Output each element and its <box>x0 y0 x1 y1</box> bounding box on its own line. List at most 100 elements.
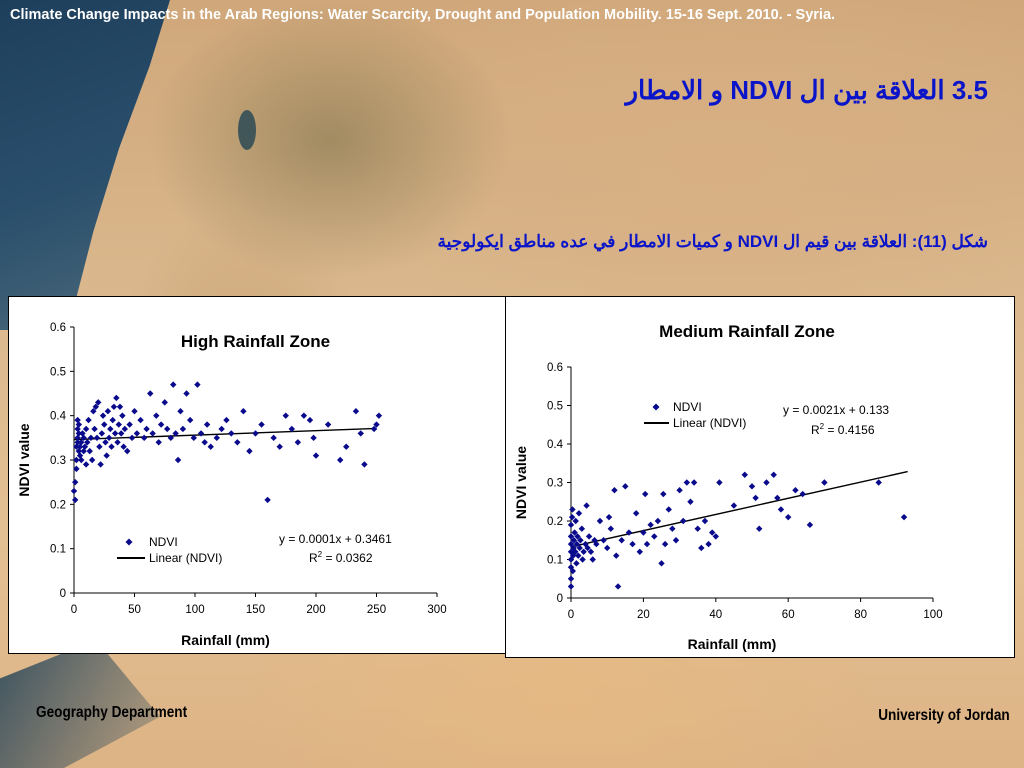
data-point <box>240 408 247 415</box>
data-point <box>567 521 575 529</box>
data-point <box>81 443 89 450</box>
data-point <box>370 425 378 433</box>
data-point <box>654 517 662 525</box>
data-point <box>258 421 265 428</box>
data-point <box>716 479 723 486</box>
data-point <box>571 529 578 536</box>
data-point <box>658 560 665 567</box>
data-point <box>660 490 667 498</box>
data-point <box>218 425 225 433</box>
data-point <box>114 439 121 446</box>
university-label: University of Jordan <box>878 707 1010 724</box>
data-point <box>580 548 587 555</box>
y-tick-label: 0 <box>557 593 563 605</box>
data-point <box>618 537 625 544</box>
data-point <box>170 381 177 388</box>
data-point <box>694 525 701 532</box>
data-point <box>74 416 81 424</box>
data-point <box>252 430 259 437</box>
data-point <box>131 408 138 415</box>
y-tick-label: 0.3 <box>50 455 66 467</box>
data-point <box>103 452 110 459</box>
data-point <box>294 439 302 446</box>
data-point <box>567 564 575 571</box>
data-point <box>98 430 106 437</box>
data-point <box>578 525 586 532</box>
data-point <box>596 517 604 525</box>
data-point <box>756 525 763 532</box>
data-point <box>82 461 90 468</box>
r-squared-label: R2 = 0.4156 <box>811 422 875 437</box>
data-point <box>108 443 115 450</box>
data-point <box>120 443 127 450</box>
data-point <box>647 521 654 529</box>
x-tick-label: 50 <box>128 604 141 616</box>
chart-title: Medium Rainfall Zone <box>659 322 835 341</box>
data-point <box>155 439 162 446</box>
data-point <box>373 421 380 428</box>
data-point <box>312 452 320 459</box>
data-point <box>589 556 596 563</box>
chart-panel-medium-rainfall: Medium Rainfall Zone 0 0.1 0.2 0.3 0.4 0.5 0.6 0… <box>505 296 1015 658</box>
data-point <box>573 540 580 548</box>
data-point <box>600 537 607 544</box>
data-point <box>128 434 136 442</box>
data-point <box>190 434 197 442</box>
trend-line <box>570 470 908 548</box>
department-label: Geography Department <box>36 704 188 721</box>
trend-equation: y = 0.0001x + 0.3461 <box>279 532 392 546</box>
x-tick-label: 0 <box>71 604 77 616</box>
data-point <box>875 479 882 486</box>
data-point <box>270 434 277 442</box>
x-tick-label: 300 <box>427 604 446 616</box>
x-tick-label: 100 <box>923 609 942 621</box>
conference-title: Climate Change Impacts in the Arab Regio… <box>10 7 836 23</box>
x-axis-label: Rainfall (mm) <box>688 636 777 652</box>
data-point <box>629 540 636 548</box>
data-point <box>74 434 81 442</box>
data-point <box>357 430 364 437</box>
data-point <box>174 456 182 464</box>
data-point <box>900 513 908 521</box>
x-axis-label: Rainfall (mm) <box>181 632 270 648</box>
data-point <box>622 483 629 490</box>
data-point <box>687 498 694 505</box>
data-point <box>177 408 184 415</box>
legend-series-label: NDVI <box>149 535 178 549</box>
data-point <box>84 439 91 446</box>
data-point <box>96 443 103 450</box>
data-point <box>86 447 93 455</box>
trend-line <box>73 427 377 441</box>
data-point <box>75 421 83 428</box>
legend-marker <box>125 538 133 546</box>
data-point <box>110 403 118 410</box>
legend-series-label: NDVI <box>673 400 702 414</box>
data-point <box>607 525 615 532</box>
data-point <box>246 447 253 455</box>
data-point <box>92 403 99 410</box>
data-point <box>101 421 108 428</box>
data-point <box>109 416 116 424</box>
x-tick-label: 40 <box>709 609 722 621</box>
data-point <box>72 478 79 486</box>
data-point <box>126 421 133 428</box>
data-point <box>636 548 643 555</box>
y-tick-label: 0.2 <box>547 516 563 528</box>
data-point <box>183 390 190 397</box>
data-point <box>683 479 691 486</box>
data-point <box>669 525 676 532</box>
data-point <box>70 487 78 495</box>
data-point <box>78 439 85 446</box>
data-point <box>116 403 124 410</box>
data-point <box>288 425 295 433</box>
data-point <box>605 513 613 521</box>
x-tick-label: 60 <box>782 609 795 621</box>
data-point <box>80 447 87 455</box>
data-point <box>579 556 586 563</box>
data-point <box>172 430 179 437</box>
data-point <box>567 583 575 590</box>
data-point <box>763 479 770 486</box>
data-point <box>137 416 144 424</box>
data-point <box>806 521 814 529</box>
data-point <box>76 452 84 459</box>
